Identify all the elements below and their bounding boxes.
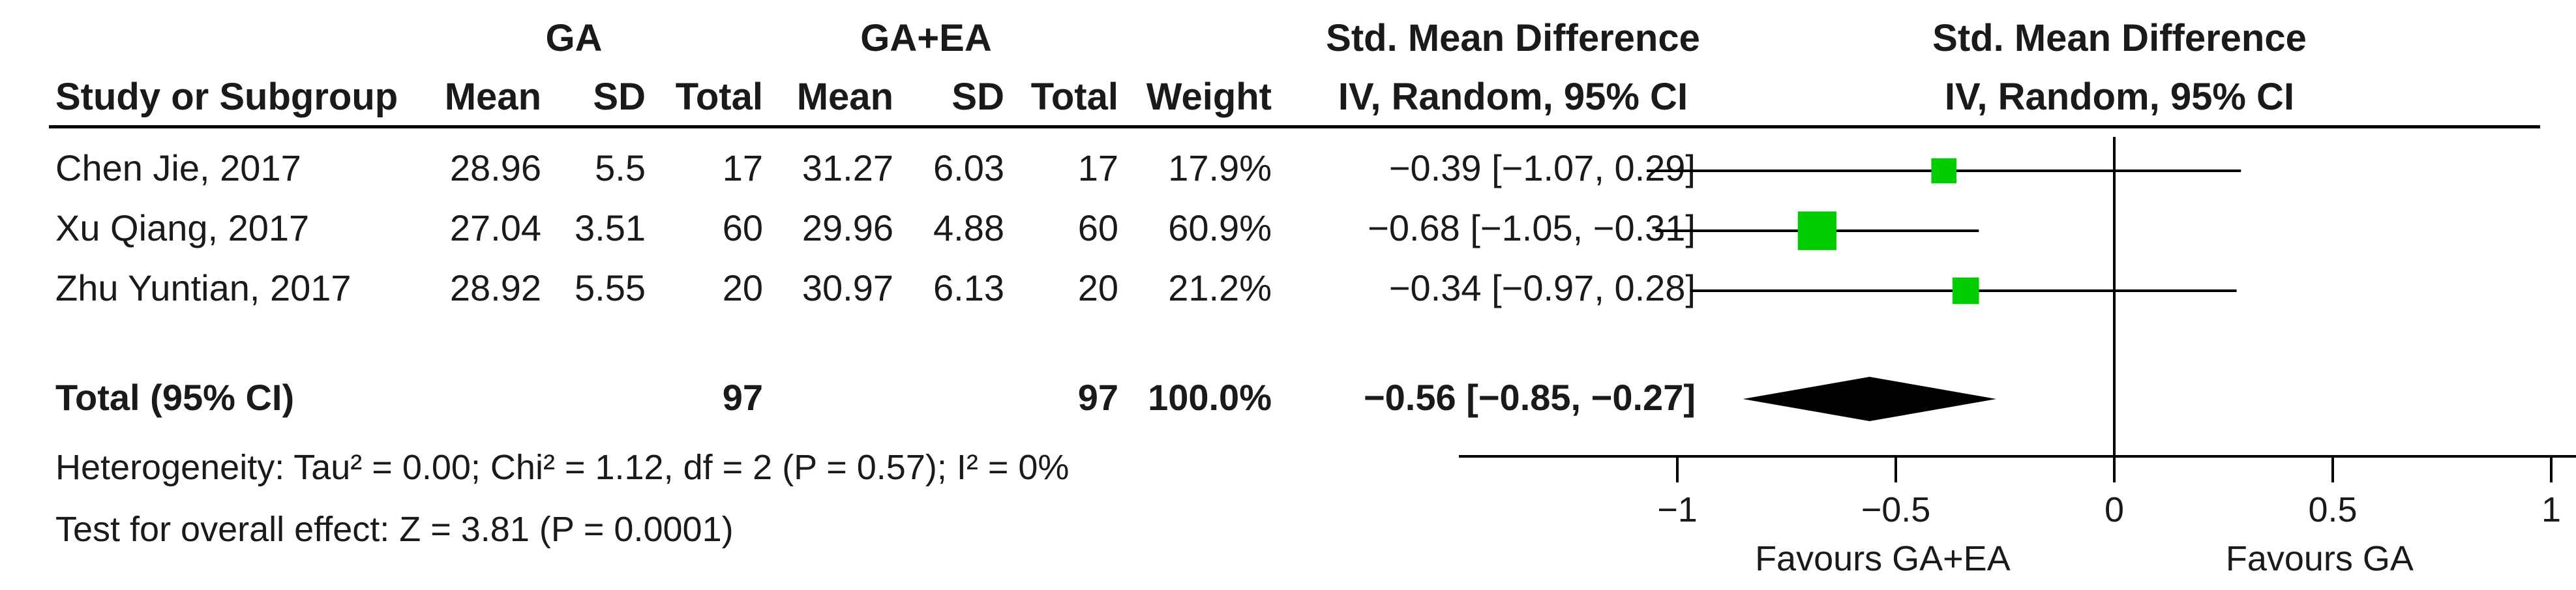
mean1-value: 28.92	[449, 267, 541, 308]
method-table-header: IV, Random, 95% CI	[1338, 76, 1688, 118]
x-tick-label: −1	[1657, 490, 1698, 529]
x-tick-label: 1	[2541, 490, 2561, 529]
ci-value: −0.39 [−1.07, 0.29]	[1388, 147, 1696, 188]
method-plot-header: IV, Random, 95% CI	[1944, 76, 2295, 118]
group1-header: GA	[545, 17, 603, 59]
weight-value: 60.9%	[1168, 207, 1272, 248]
total2-value: 17	[1077, 147, 1118, 188]
weight-column-header: Weight	[1146, 76, 1272, 118]
group2-header: GA+EA	[860, 17, 992, 59]
total-label: Total (95% CI)	[55, 377, 295, 418]
smd-table-header: Std. Mean Difference	[1326, 17, 1700, 59]
header-rule	[49, 125, 2540, 128]
total1-value: 20	[722, 267, 763, 308]
heterogeneity-text: Heterogeneity: Tau² = 0.00; Chi² = 1.12,…	[55, 448, 1070, 487]
study-marker	[1797, 211, 1837, 250]
total1-value: 17	[722, 147, 763, 188]
sd2-value: 6.13	[933, 267, 1004, 308]
mean1-value: 28.96	[449, 147, 541, 188]
ci-value: −0.34 [−0.97, 0.28]	[1388, 267, 1696, 308]
total2-sum: 97	[1077, 377, 1118, 418]
total1-value: 60	[722, 207, 763, 248]
sd2-column-header: SD	[951, 76, 1004, 118]
total1-column-header: Total	[675, 76, 763, 118]
study-marker	[1931, 158, 1956, 184]
sd2-value: 4.88	[933, 207, 1004, 248]
total2-value: 20	[1077, 267, 1118, 308]
total-ci-value: −0.56 [−0.85, −0.27]	[1363, 377, 1696, 418]
sd1-value: 5.55	[575, 267, 646, 308]
total2-column-header: Total	[1030, 76, 1118, 118]
total-weight: 100.0%	[1148, 377, 1272, 418]
pooled-diamond	[1743, 377, 1997, 421]
sd1-value: 5.5	[595, 147, 646, 188]
favours-right-label: Favours GA	[2226, 539, 2414, 578]
smd-plot-header: Std. Mean Difference	[1932, 17, 2307, 59]
sd2-value: 6.03	[933, 147, 1004, 188]
sd1-value: 3.51	[575, 207, 646, 248]
study-name: Chen Jie, 2017	[55, 147, 301, 188]
ci-value: −0.68 [−1.05, −0.31]	[1368, 207, 1696, 248]
weight-value: 17.9%	[1168, 147, 1272, 188]
mean1-value: 27.04	[449, 207, 541, 248]
total1-sum: 97	[722, 377, 763, 418]
study-column-header: Study or Subgroup	[55, 76, 398, 118]
mean2-column-header: Mean	[796, 76, 893, 118]
x-tick-label: −0.5	[1861, 490, 1931, 529]
overall-effect-text: Test for overall effect: Z = 3.81 (P = 0…	[55, 510, 734, 549]
mean1-column-header: Mean	[444, 76, 541, 118]
x-tick-label: 0	[2104, 490, 2124, 529]
sd1-column-header: SD	[593, 76, 646, 118]
mean2-value: 31.27	[801, 147, 893, 188]
mean2-value: 29.96	[801, 207, 893, 248]
study-name: Xu Qiang, 2017	[55, 207, 310, 248]
x-tick-label: 0.5	[2308, 490, 2357, 529]
mean2-value: 30.97	[801, 267, 893, 308]
study-name: Zhu Yuntian, 2017	[55, 267, 352, 308]
weight-value: 21.2%	[1168, 267, 1272, 308]
total2-value: 60	[1077, 207, 1118, 248]
favours-left-label: Favours GA+EA	[1755, 539, 2011, 578]
study-marker	[1952, 277, 1979, 304]
